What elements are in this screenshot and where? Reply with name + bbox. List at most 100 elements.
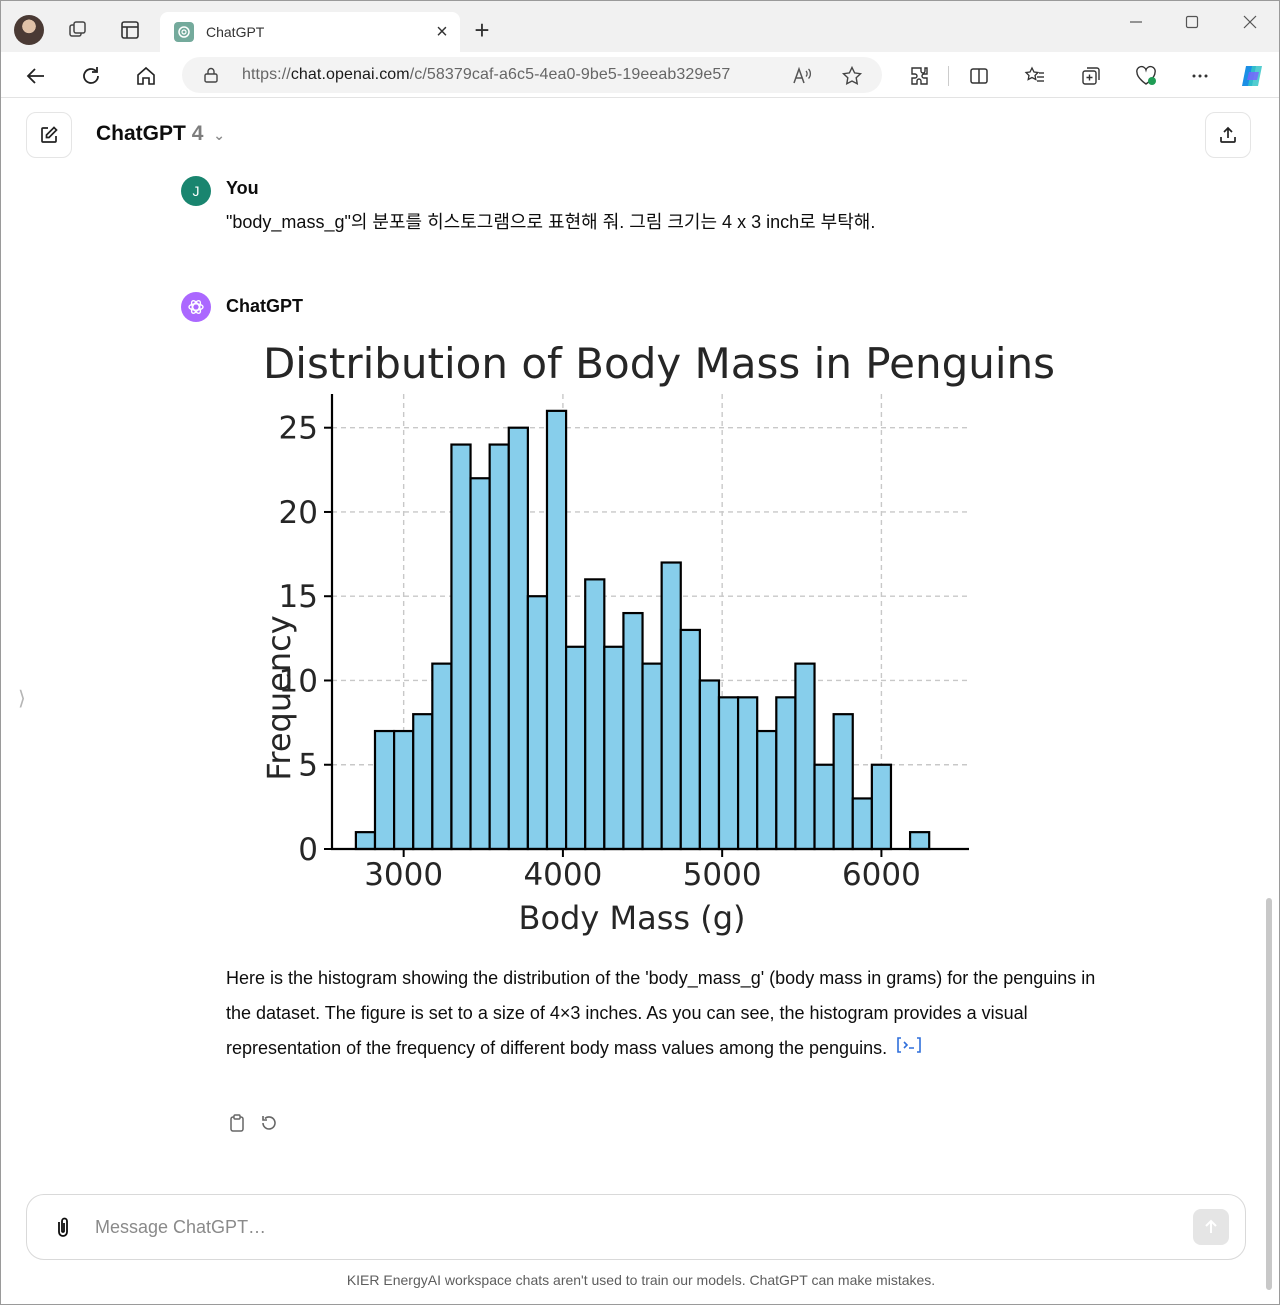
home-icon[interactable]: [130, 60, 162, 92]
browser-navbar: https://chat.openai.com/c/58379caf-a6c5-…: [0, 52, 1280, 98]
arrow-up-icon: [1205, 1219, 1217, 1233]
histogram-bar: [354, 831, 377, 851]
assistant-reply-text: Here is the histogram showing the distri…: [226, 968, 1096, 1058]
y-tick-label: 5: [298, 748, 318, 784]
histogram-bar: [641, 662, 663, 851]
window-close-icon[interactable]: [1230, 8, 1270, 36]
view-code-icon[interactable]: [896, 1032, 922, 1067]
scrollbar[interactable]: [1266, 898, 1272, 1290]
assistant-name: ChatGPT: [226, 296, 304, 316]
paperclip-icon[interactable]: [51, 1215, 75, 1239]
chat-app: ChatGPT 4 ⌄ J You "body_mass_g"의 분포를 히스토…: [4, 98, 1278, 1301]
back-icon[interactable]: [20, 60, 52, 92]
histogram-bar: [564, 645, 587, 851]
histogram-bar: [870, 763, 893, 851]
profile-avatar[interactable]: [14, 15, 44, 45]
histogram-bar: [393, 729, 415, 851]
y-tick-label: 25: [279, 411, 318, 447]
copy-icon[interactable]: [226, 1112, 248, 1134]
minimize-icon[interactable]: [1116, 8, 1156, 36]
copilot-icon[interactable]: [1236, 60, 1268, 92]
y-tick-label: 15: [279, 579, 318, 615]
histogram-bar: [507, 426, 529, 851]
openai-favicon-icon: [174, 22, 194, 42]
lock-icon[interactable]: [202, 66, 220, 89]
histogram-bar: [775, 696, 797, 851]
chart-axes: [330, 394, 969, 851]
histogram-bar: [431, 662, 453, 851]
y-axis-label: Frequency: [260, 615, 298, 780]
model-name: ChatGPT: [96, 122, 186, 145]
share-button[interactable]: [1205, 112, 1251, 158]
histogram-bar: [469, 477, 491, 851]
toolbar-separator: [948, 66, 949, 86]
extensions-icon[interactable]: [904, 60, 936, 92]
close-tab-icon[interactable]: ×: [436, 20, 448, 43]
edit-icon: [41, 126, 58, 143]
favorite-star-icon[interactable]: [840, 64, 864, 88]
browser-titlebar: ChatGPT × +: [0, 0, 1280, 52]
histogram-bar: [488, 443, 510, 851]
footer-disclaimer: KIER EnergyAI workspace chats aren't use…: [346, 1272, 936, 1288]
histogram-bar: [908, 831, 931, 851]
tab-actions-icon[interactable]: [118, 18, 142, 42]
address-bar[interactable]: https://chat.openai.com/c/58379caf-a6c5-…: [182, 57, 882, 93]
x-tick-label: 3000: [364, 857, 443, 893]
histogram-bar: [794, 662, 816, 851]
user-avatar: J: [181, 176, 211, 206]
collections-icon[interactable]: [1075, 60, 1107, 92]
histogram-bar: [756, 729, 778, 851]
y-tick-label: 0: [298, 832, 318, 868]
y-tick-label: 20: [279, 495, 318, 531]
browser-essentials-icon[interactable]: [1130, 60, 1162, 92]
model-selector[interactable]: ChatGPT 4 ⌄: [96, 122, 225, 146]
histogram-bar: [717, 696, 740, 851]
message-input[interactable]: [95, 1209, 1175, 1245]
histogram-bar: [698, 679, 721, 851]
x-tick-label: 6000: [842, 857, 921, 893]
assistant-reply: Here is the histogram showing the distri…: [226, 961, 1106, 1067]
user-message: "body_mass_g"의 분포를 히스토그램으로 표현해 줘. 그림 크기는…: [226, 212, 876, 232]
url-text[interactable]: https://chat.openai.com/c/58379caf-a6c5-…: [242, 66, 731, 83]
user-name: You: [226, 178, 259, 198]
histogram-bar: [832, 713, 854, 851]
tab-title: ChatGPT: [206, 24, 265, 40]
histogram-chart: Distribution of Body Mass in Penguins 0 5…: [260, 339, 1055, 937]
histogram-bar: [679, 628, 701, 851]
histogram-bar: [736, 696, 759, 851]
new-chat-button[interactable]: [26, 112, 72, 158]
histogram-bar: [412, 713, 434, 851]
histogram-bar: [526, 595, 549, 851]
split-screen-icon[interactable]: [963, 60, 995, 92]
chatgpt-logo-icon: [181, 292, 211, 322]
maximize-icon[interactable]: [1172, 8, 1212, 36]
favorites-icon[interactable]: [1019, 60, 1051, 92]
workspaces-icon[interactable]: [66, 18, 90, 42]
send-button[interactable]: [1193, 1209, 1229, 1245]
histogram-bar: [373, 729, 396, 851]
histogram-bar: [851, 797, 873, 851]
x-tick-label: 4000: [523, 857, 602, 893]
composer: [26, 1194, 1246, 1260]
model-version: 4: [191, 122, 204, 145]
histogram-bar: [660, 561, 682, 851]
chevron-down-icon: ⌄: [213, 127, 225, 143]
sidebar-toggle-icon[interactable]: ⟩: [18, 688, 26, 710]
histogram-bar: [603, 645, 625, 851]
browser-tab[interactable]: ChatGPT ×: [160, 12, 460, 52]
read-aloud-icon[interactable]: [790, 64, 814, 88]
regenerate-icon[interactable]: [258, 1112, 280, 1134]
histogram-bar: [584, 578, 606, 851]
histogram-bar: [545, 409, 568, 851]
refresh-icon[interactable]: [75, 60, 107, 92]
chart-bars: [354, 409, 931, 851]
histogram-bar: [813, 763, 835, 851]
x-tick-label: 5000: [683, 857, 762, 893]
chart-ticks: 0 5 10 15 20 25 3000 4000 5000 6000: [279, 411, 921, 893]
chart-title: Distribution of Body Mass in Penguins: [263, 339, 1055, 388]
share-icon: [1220, 126, 1236, 143]
more-options-icon[interactable]: [1184, 60, 1216, 92]
new-tab-icon[interactable]: +: [474, 14, 490, 45]
histogram-bar: [622, 611, 644, 851]
histogram-bar: [450, 443, 472, 851]
